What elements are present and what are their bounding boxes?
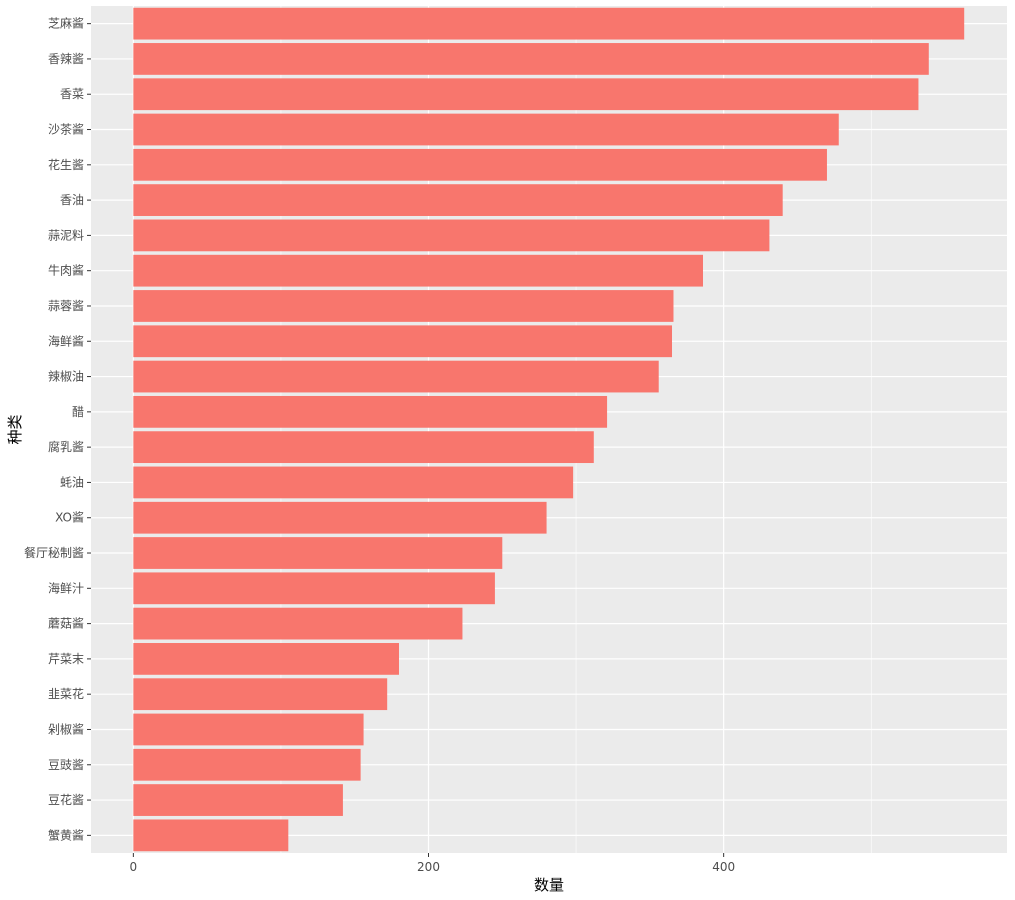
bar: [133, 148, 827, 181]
y-tick-label: 辣椒油: [48, 370, 84, 384]
y-tick-label: 餐厅秘制酱: [24, 545, 84, 560]
bar: [133, 395, 608, 428]
bar: [133, 325, 673, 358]
y-tick-label: 蚝油: [60, 475, 84, 489]
bar: [133, 748, 361, 781]
y-tick-label: 豆豉酱: [48, 757, 84, 772]
y-tick-label: 香油: [60, 193, 84, 207]
bar: [133, 7, 965, 40]
bar: [133, 607, 463, 640]
y-tick-label: 韭菜花: [48, 686, 84, 701]
bar: [133, 466, 574, 499]
plot-panel: [91, 6, 1007, 853]
minor-gridlines: [280, 6, 872, 853]
y-tick-label: 豆花酱: [48, 792, 84, 807]
bar: [133, 501, 547, 534]
y-tick-label: 芝麻酱: [48, 16, 84, 31]
y-tick-label: 剁椒酱: [48, 721, 84, 736]
y-tick-label: 花生酱: [48, 157, 84, 172]
bar: [133, 572, 495, 605]
y-tick-label: 蒜泥料: [48, 228, 84, 242]
bar: [133, 78, 919, 111]
y-tick-label: 醋: [72, 404, 84, 419]
y-tick-label: 牛肉酱: [48, 263, 84, 278]
x-tick-label: 200: [417, 860, 440, 874]
y-tick-label: 蒜蓉酱: [48, 298, 84, 313]
bar: [133, 784, 343, 816]
bar: [133, 431, 594, 464]
y-tick-label: 沙茶酱: [48, 122, 84, 137]
y-tick-label: 香菜: [60, 87, 84, 101]
bar: [133, 537, 503, 569]
y-axis-title: 种类: [6, 414, 24, 444]
y-tick-label: 蟹黄酱: [48, 827, 84, 842]
x-tick-label: 400: [712, 860, 735, 874]
y-tick-label: 香辣酱: [48, 51, 84, 66]
bar: [133, 819, 289, 852]
bar: [133, 219, 770, 252]
y-tick-label: 腐乳酱: [48, 439, 84, 454]
y-tick-label: 蘑菇酱: [48, 616, 84, 631]
bar: [133, 713, 364, 746]
y-tick-label: 海鲜汁: [48, 580, 84, 595]
y-tick-label: XO酱: [55, 510, 84, 525]
x-tick-label: 0: [130, 860, 138, 874]
bar: [133, 678, 388, 711]
y-tick-label: 海鲜酱: [48, 333, 84, 348]
bar: [133, 43, 929, 75]
bar: [133, 360, 659, 393]
bar: [133, 184, 783, 216]
x-axis-ticks: 0 200 400: [130, 853, 735, 874]
y-tick-label: 芹菜末: [48, 652, 84, 666]
bar: [133, 643, 399, 675]
bar: [133, 290, 674, 322]
bar: [133, 113, 839, 146]
x-axis-title: 数量: [534, 876, 564, 894]
bar: [133, 254, 703, 287]
bars: [133, 7, 965, 852]
